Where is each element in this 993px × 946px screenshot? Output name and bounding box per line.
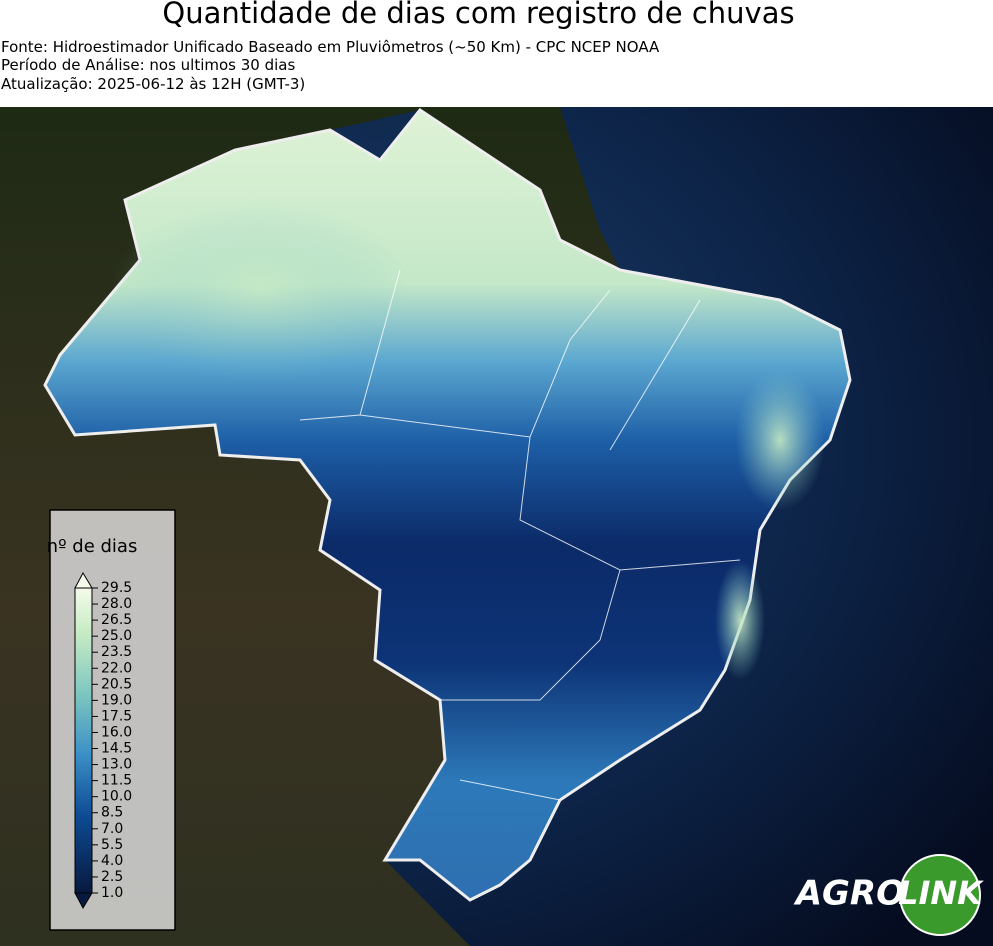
logo: AGRO LINK	[793, 854, 984, 936]
update-line: Atualização: 2025-06-12 às 12H (GMT-3)	[1, 75, 306, 93]
source-line: Fonte: Hidroestimador Unificado Baseado …	[1, 38, 660, 56]
colorbar-tick-label: 11.5	[101, 773, 132, 789]
colorbar-tick-label: 14.5	[101, 741, 132, 757]
colorbar-box	[49, 509, 176, 931]
colorbar-tick-label: 22.0	[101, 660, 132, 676]
colorbar-tick-label: 29.5	[101, 580, 132, 596]
colorbar-label: nº de dias	[47, 536, 138, 557]
colorbar-tick-label: 8.5	[101, 805, 123, 821]
colorbar: 1.02.54.05.57.08.510.011.513.014.516.017…	[74, 571, 132, 910]
colorbar-tick-label: 28.0	[101, 596, 132, 612]
colorbar-tick-label: 26.5	[101, 612, 132, 628]
colorbar-tick-label: 7.0	[101, 821, 123, 837]
title: Quantidade de dias com registro de chuva…	[162, 0, 795, 30]
colorbar-tick-label: 17.5	[101, 708, 132, 724]
logo-agro: AGRO	[793, 874, 905, 914]
colorbar-tick-label: 20.5	[101, 676, 132, 692]
colorbar-tick-label: 10.0	[101, 789, 132, 805]
logo-link: LINK	[898, 874, 984, 912]
colorbar-tick-label: 1.0	[101, 885, 123, 901]
map: nº de dias 1.02.54.05.57.08.510.011.513.…	[0, 107, 993, 946]
colorbar-tick-label: 19.0	[101, 692, 132, 708]
colorbar-tick-label: 16.0	[101, 724, 132, 740]
colorbar-tick-label: 4.0	[101, 853, 123, 869]
period-line: Período de Análise: nos ultimos 30 dias	[1, 56, 296, 74]
colorbar-tick-label: 13.0	[101, 757, 132, 773]
colorbar-tick-label: 5.5	[101, 837, 123, 853]
colorbar-tick-label: 23.5	[101, 644, 132, 660]
header: Quantidade de dias com registro de chuva…	[0, 0, 993, 107]
colorbar-tick-label: 2.5	[101, 869, 123, 885]
colorbar-tick-label: 25.0	[101, 628, 132, 644]
